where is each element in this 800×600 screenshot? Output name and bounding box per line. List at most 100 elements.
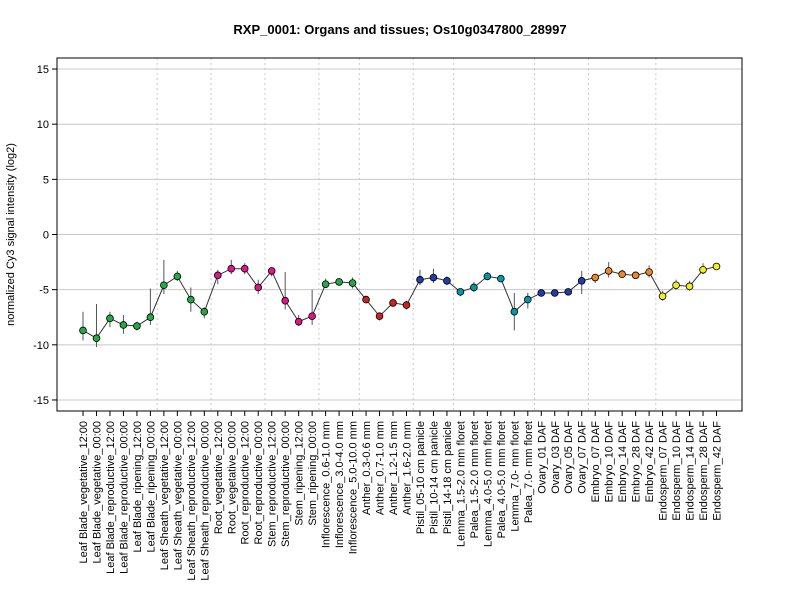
x-tick-label: Ovary_05 DAF [563, 421, 575, 494]
x-tick-label: Endosperm_42 DAF [712, 421, 724, 521]
data-point [443, 277, 451, 285]
x-tick-label: Anther_1.2-1.5 mm [388, 421, 400, 515]
data-point [119, 321, 128, 329]
data-point [187, 295, 195, 304]
x-tick-label: Inflorescence_5.0-10.0 mm [348, 421, 360, 554]
y-tick-label: 15 [37, 64, 49, 76]
data-point [227, 264, 236, 273]
data-point [200, 307, 209, 316]
x-tick-label: Leaf Sheath_vegetative_12:00 [159, 421, 171, 570]
data-point [483, 272, 492, 281]
data-point [456, 288, 465, 296]
data-point [631, 271, 640, 280]
data-point [699, 265, 707, 274]
x-tick-label: Palea_4.0-5.0 mm floret [496, 421, 508, 538]
data-point [604, 267, 613, 275]
x-tick-label: Stem_ripening_00:00 [307, 421, 319, 526]
x-tick-label: Lemma_4.0-5.0 mm floret [482, 421, 494, 547]
x-tick-label: Embryo_42 DAF [644, 421, 656, 503]
x-tick-label: Leaf Blade_ripening_00:00 [145, 421, 157, 553]
data-point [308, 312, 316, 320]
data-point [254, 283, 263, 292]
x-tick-label: Anther_1.6-2.0 mm [401, 421, 413, 515]
x-tick-label: Lemma_1.5-2.0 mm floret [455, 421, 467, 547]
x-tick-label: Root_vegetative_12:00 [213, 421, 225, 534]
data-point [537, 289, 546, 297]
data-point [389, 299, 397, 307]
data-point [92, 334, 101, 342]
x-axis-labels: Leaf Blade_vegetative_12:00 Leaf Blade_ve… [78, 411, 724, 581]
x-tick-label: Inflorescence_3.0-4.0 mm [334, 421, 346, 548]
x-tick-label: Stem_reproductive_00:00 [280, 421, 292, 547]
series-layer [79, 259, 721, 348]
data-point [564, 288, 573, 296]
x-tick-label: Embryo_28 DAF [631, 421, 643, 503]
x-tick-label: Pistil_14-18 cm panicle [442, 421, 454, 534]
x-tick-label: Root_reproductive_12:00 [240, 421, 252, 545]
plot-frame [56, 57, 743, 412]
x-tick-label: Ovary_07 DAF [577, 421, 589, 494]
y-axis: -15 -10 -5 0 5 10 15 [33, 64, 57, 407]
data-point [429, 273, 438, 282]
x-tick-label: Ovary_03 DAF [550, 421, 562, 494]
data-point [523, 295, 532, 304]
y-tick-label: -15 [33, 395, 49, 407]
chart-title: RXP_0001: Organs and tissues; Os10g03478… [233, 22, 566, 37]
data-point [133, 322, 141, 330]
y-tick-label: 10 [37, 119, 49, 131]
x-tick-label: Anther_0.3-0.6 mm [361, 421, 373, 515]
x-tick-label: Endosperm_28 DAF [698, 421, 710, 521]
data-point [294, 317, 303, 326]
x-tick-label: Leaf Sheath_reproductive_12:00 [186, 421, 198, 581]
x-tick-label: Endosperm_07 DAF [658, 421, 670, 521]
x-tick-label: Inflorescence_0.6-1.0 mm [321, 421, 333, 548]
y-tick-label: 5 [43, 174, 49, 186]
data-point [645, 268, 653, 276]
data-point [106, 314, 114, 323]
data-point [173, 272, 182, 281]
grid-layer [57, 58, 742, 411]
data-point [470, 283, 478, 292]
x-tick-label: Embryo_10 DAF [604, 421, 616, 503]
data-point [550, 289, 559, 297]
x-tick-label: Leaf Sheath_reproductive_00:00 [199, 421, 211, 581]
x-tick-label: Leaf Blade_ripening_12:00 [132, 421, 144, 553]
y-axis-label: normalized Cy3 signal intensity (log2) [5, 143, 17, 326]
data-point [213, 271, 222, 280]
data-point [591, 273, 599, 282]
data-point [375, 312, 384, 320]
data-point [416, 275, 424, 284]
data-point [618, 270, 626, 279]
y-tick-label: -10 [33, 340, 49, 352]
y-tick-label: -5 [39, 285, 49, 297]
data-point [510, 307, 519, 316]
x-tick-label: Ovary_01 DAF [536, 421, 548, 494]
data-point [348, 279, 357, 287]
x-tick-label: Leaf Blade_reproductive_12:00 [105, 421, 117, 574]
x-tick-label: Palea_1.5-2.0 mm floret [469, 421, 481, 538]
x-tick-label: Leaf Sheath_vegetative_00:00 [172, 421, 184, 570]
data-point [267, 267, 276, 275]
x-tick-label: Leaf Blade_vegetative_12:00 [78, 421, 90, 564]
x-tick-label: Pistil_05-10 cm panicle [415, 421, 427, 534]
data-point [321, 280, 330, 288]
x-tick-label: Leaf Blade_vegetative_00:00 [91, 421, 103, 564]
y-tick-label: 0 [43, 230, 49, 242]
x-tick-label: Endosperm_14 DAF [685, 421, 697, 521]
data-point [362, 295, 370, 304]
x-tick-label: Lemma_7.0- mm floret [509, 421, 521, 532]
data-point [402, 301, 411, 309]
data-point [79, 326, 87, 335]
data-point [497, 274, 505, 283]
data-point [160, 281, 168, 290]
data-point [712, 262, 721, 271]
x-tick-label: Stem_reproductive_12:00 [267, 421, 279, 547]
x-tick-label: Anther_0.7-1.0 mm [375, 421, 387, 515]
data-point [146, 313, 155, 322]
data-point [658, 292, 667, 301]
x-tick-label: Endosperm_10 DAF [671, 421, 683, 521]
data-point [240, 264, 249, 273]
x-tick-label: Palea_7.0- mm floret [523, 421, 535, 523]
x-tick-label: Root_vegetative_00:00 [226, 421, 238, 534]
